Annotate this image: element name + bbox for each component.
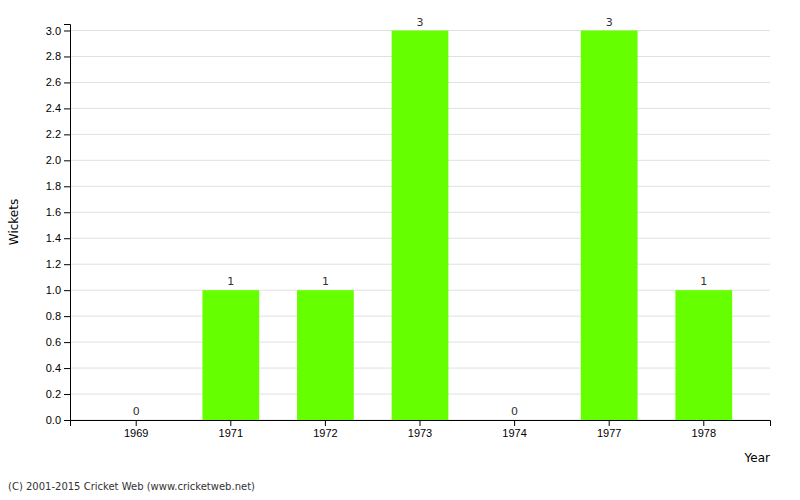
y-tick-label: 0.8: [46, 310, 61, 322]
x-tick: 1969: [124, 420, 148, 439]
y-tick-mark: [64, 238, 70, 239]
bar: [675, 290, 732, 420]
y-tick-label: 1.0: [46, 284, 61, 296]
y-axis-title: Wickets: [7, 199, 21, 245]
bar: [297, 290, 354, 420]
data-label: 0: [133, 405, 140, 418]
data-label: 1: [700, 275, 707, 288]
x-tick-label: 1973: [408, 427, 432, 439]
y-tick-mark: [64, 160, 70, 161]
y-tick: 2.2: [46, 128, 70, 140]
y-tick: 3.0: [46, 25, 70, 37]
y-tick-mark: [64, 186, 70, 187]
y-tick: 1.0: [46, 284, 70, 296]
x-tick: 1977: [597, 420, 621, 439]
bar: [108, 420, 165, 421]
data-label: 3: [606, 15, 613, 28]
x-axis-title: Year: [744, 451, 770, 465]
y-tick-mark: [64, 134, 70, 135]
x-axis-line: [71, 421, 771, 427]
bar: [392, 30, 449, 420]
y-tick-label: 0.4: [46, 362, 61, 374]
x-tick-mark: [514, 420, 515, 426]
y-tick-label: 2.6: [46, 76, 61, 88]
y-tick-label: 0.0: [46, 414, 61, 426]
y-tick: 0.2: [46, 388, 70, 400]
y-tick-label: 3.0: [46, 25, 61, 37]
y-tick-mark: [64, 56, 70, 57]
bars: [202, 30, 732, 420]
bar: [202, 290, 259, 420]
y-tick: 0.0: [46, 414, 70, 426]
x-tick-mark: [703, 420, 704, 426]
plot: 0.0 0.2 0.4 0.6 0.8 1.0 1.2 1.4 1.6 1.8 2.0 2.2 2.4 2…: [46, 15, 771, 438]
y-tick-mark: [64, 30, 70, 31]
y-tick-mark: [64, 290, 70, 291]
x-tick: 1974: [502, 420, 526, 439]
x-tick: 1978: [692, 420, 716, 439]
y-tick-mark: [64, 316, 70, 317]
x-tick-mark: [136, 420, 137, 426]
y-tick-label: 2.4: [46, 102, 61, 114]
data-label: 0: [511, 405, 518, 418]
x-tick: 1972: [313, 420, 337, 439]
y-tick-mark: [64, 108, 70, 109]
grid: [70, 30, 770, 420]
data-label: 1: [227, 275, 234, 288]
y-tick: 0.8: [46, 310, 70, 322]
y-tick: 2.8: [46, 50, 70, 62]
x-tick: 1971: [219, 420, 243, 439]
y-tick-label: 1.8: [46, 180, 61, 192]
bar: [486, 420, 543, 421]
y-tick: 1.2: [46, 258, 70, 270]
x-tick-label: 1977: [597, 427, 621, 439]
x-tick-mark: [420, 420, 421, 426]
data-label: 1: [322, 275, 329, 288]
x-tick-mark: [230, 420, 231, 426]
data-labels: 0 1 1 3 0 3 1: [133, 15, 708, 418]
y-tick: 1.8: [46, 180, 70, 192]
y-tick-mark: [64, 420, 70, 421]
bar: [581, 30, 638, 420]
y-tick-mark: [64, 342, 70, 343]
y-tick-label: 1.6: [46, 206, 61, 218]
y-tick-mark: [64, 264, 70, 265]
x-tick-label: 1969: [124, 427, 148, 439]
x-tick-label: 1974: [502, 427, 526, 439]
y-tick-mark: [64, 212, 70, 213]
x-tick-label: 1971: [219, 427, 243, 439]
x-axis: 1969 1971 1972 1973 1974 1977 1978: [71, 420, 771, 439]
y-tick-label: 2.8: [46, 50, 61, 62]
chart: 0.0 0.2 0.4 0.6 0.8 1.0 1.2 1.4 1.6 1.8 2.0 2.2 2.4 2…: [0, 0, 800, 500]
y-tick: 0.6: [46, 336, 70, 348]
y-tick: 2.0: [46, 154, 70, 166]
x-tick: 1973: [408, 420, 432, 439]
annotation: (C) 2001-2015 Cricket Web (www.cricketwe…: [8, 481, 255, 492]
y-tick-mark: [64, 82, 70, 83]
y-tick-label: 1.2: [46, 258, 61, 270]
data-label: 3: [417, 15, 424, 28]
y-tick-label: 1.4: [46, 232, 61, 244]
y-axis-line: [64, 25, 71, 421]
y-tick-label: 2.0: [46, 154, 61, 166]
y-tick-mark: [64, 368, 70, 369]
y-tick: 1.4: [46, 232, 70, 244]
y-axis: 0.0 0.2 0.4 0.6 0.8 1.0 1.2 1.4 1.6 1.8 2.0 2.2 2.4 2…: [46, 25, 71, 427]
y-tick: 2.4: [46, 102, 70, 114]
y-tick-label: 0.6: [46, 336, 61, 348]
y-tick: 1.6: [46, 206, 70, 218]
y-tick-label: 0.2: [46, 388, 61, 400]
x-tick-label: 1978: [692, 427, 716, 439]
y-tick-mark: [64, 394, 70, 395]
x-tick-label: 1972: [313, 427, 337, 439]
x-tick-mark: [609, 420, 610, 426]
y-tick-label: 2.2: [46, 128, 61, 140]
y-tick: 0.4: [46, 362, 70, 374]
y-tick: 2.6: [46, 76, 70, 88]
x-tick-mark: [325, 420, 326, 426]
